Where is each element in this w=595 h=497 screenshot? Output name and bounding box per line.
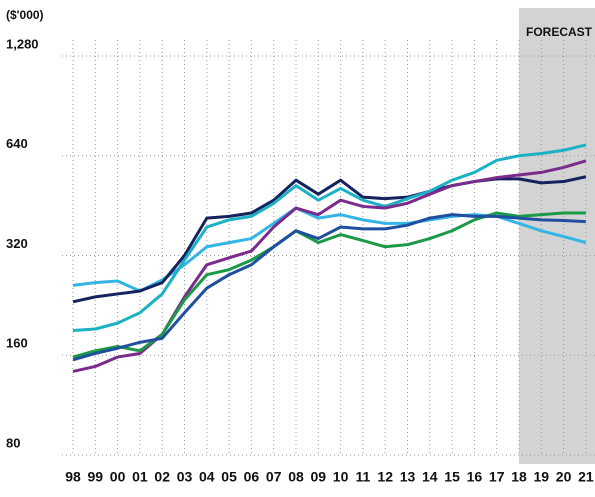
x-tick-label: 18 bbox=[511, 469, 527, 485]
x-tick-label: 01 bbox=[132, 469, 148, 485]
x-tick-label: 09 bbox=[311, 469, 327, 485]
x-tick-label: 07 bbox=[266, 469, 282, 485]
y-tick-label: 640 bbox=[6, 136, 28, 151]
x-tick-label: 12 bbox=[377, 469, 393, 485]
series-line bbox=[72, 175, 587, 304]
x-tick-label: 21 bbox=[578, 469, 594, 485]
y-tick-label: 320 bbox=[6, 236, 28, 251]
x-tick-label: 98 bbox=[65, 469, 81, 485]
x-tick-label: 02 bbox=[154, 469, 170, 485]
x-tick-label: 99 bbox=[88, 469, 104, 485]
x-tick-label: 20 bbox=[556, 469, 572, 485]
x-tick-label: 19 bbox=[534, 469, 550, 485]
x-tick-label: 03 bbox=[177, 469, 193, 485]
x-tick-label: 16 bbox=[467, 469, 483, 485]
x-tick-label: 06 bbox=[244, 469, 260, 485]
forecast-label: FORECAST bbox=[526, 25, 593, 39]
x-tick-label: 08 bbox=[288, 469, 304, 485]
series-line bbox=[72, 206, 587, 293]
y-axis-label: ($'000) bbox=[6, 8, 44, 22]
x-tick-label: 11 bbox=[355, 469, 370, 485]
x-tick-label: 05 bbox=[221, 469, 237, 485]
x-tick-label: 00 bbox=[110, 469, 126, 485]
x-tick-label: 13 bbox=[400, 469, 416, 485]
x-tick-label: 14 bbox=[422, 469, 438, 485]
series-line bbox=[72, 211, 586, 359]
x-tick-label: 04 bbox=[199, 469, 215, 485]
x-tick-label: 17 bbox=[489, 469, 505, 485]
y-tick-label: 1,280 bbox=[6, 36, 39, 51]
y-tick-label: 160 bbox=[6, 336, 28, 351]
x-tick-label: 15 bbox=[444, 469, 460, 485]
x-tick-label: 10 bbox=[333, 469, 349, 485]
y-tick-label: 80 bbox=[6, 435, 20, 450]
series-line bbox=[72, 143, 587, 333]
series-line bbox=[72, 213, 586, 362]
